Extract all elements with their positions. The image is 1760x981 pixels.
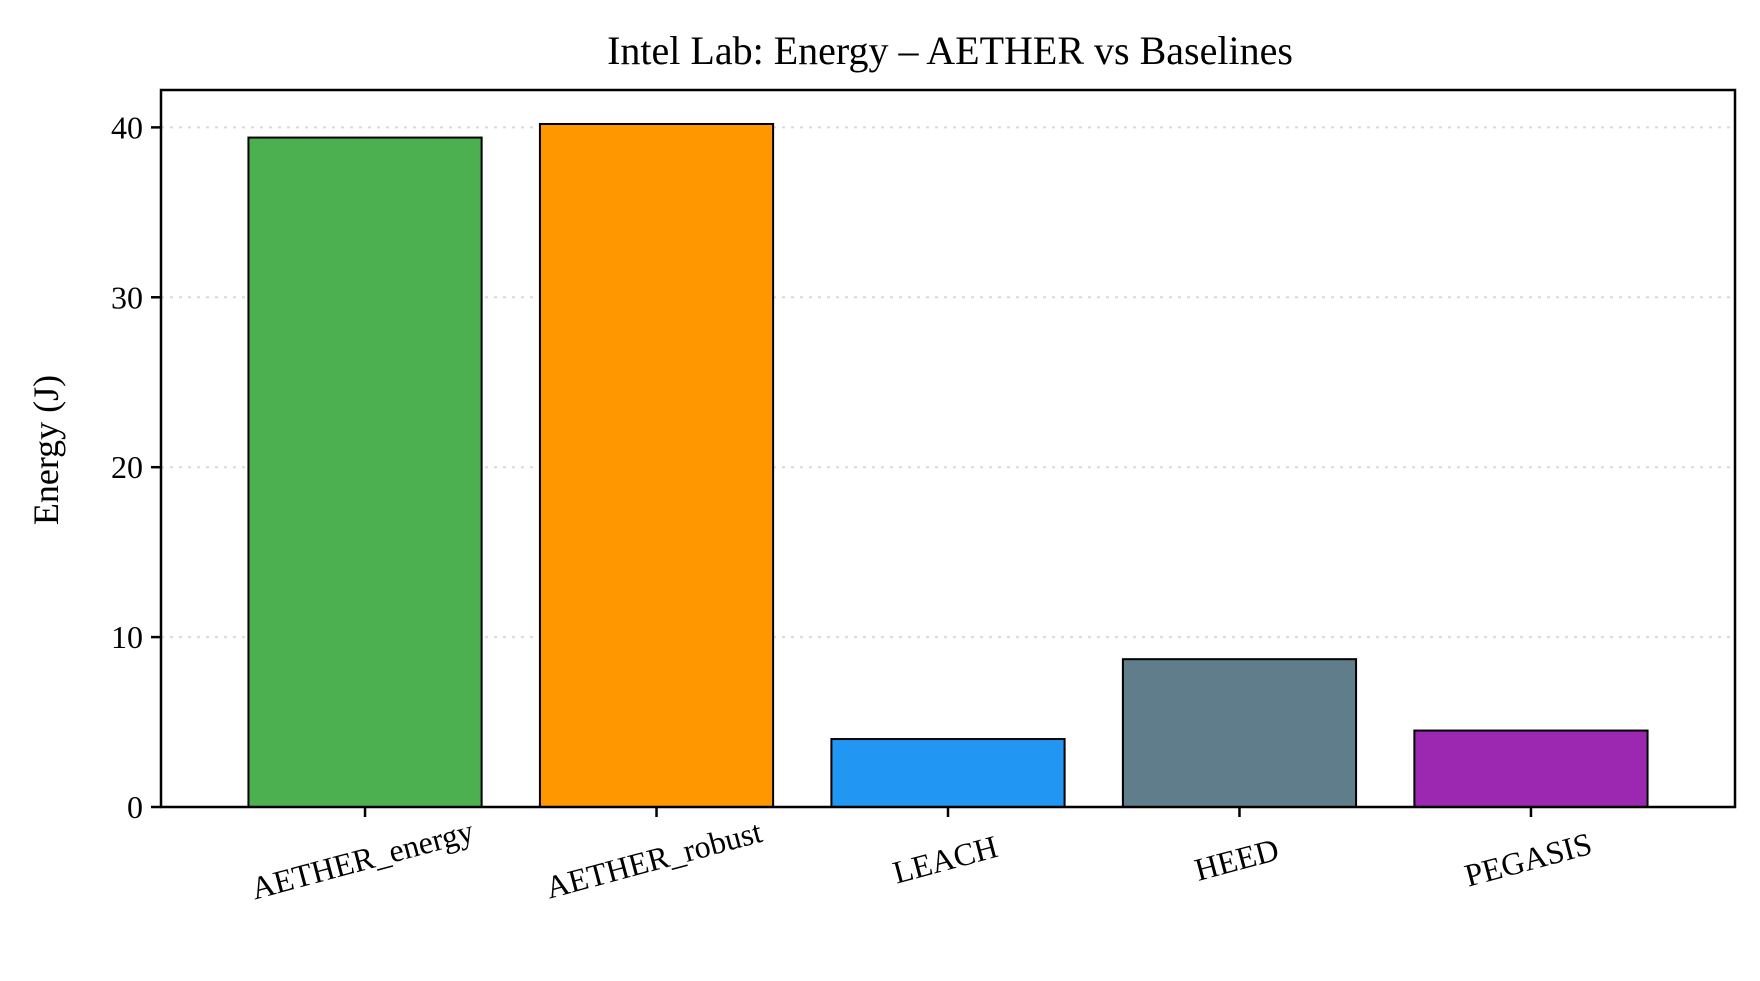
y-tick-label: 20 — [111, 449, 143, 485]
chart-title: Intel Lab: Energy – AETHER vs Baselines — [607, 28, 1293, 73]
x-tick-label: LEACH — [889, 828, 1001, 890]
bars — [247, 122, 1649, 809]
x-tick-label: PEGASIS — [1461, 825, 1596, 893]
y-tick-label: 0 — [127, 789, 143, 825]
y-tick-label: 10 — [111, 619, 143, 655]
y-tick-label: 30 — [111, 279, 143, 315]
x-tick-label: AETHER_robust — [542, 813, 766, 905]
x-tick-label: AETHER_energy — [247, 812, 477, 906]
y-axis-ticks: 0 10 20 30 40 — [111, 109, 161, 825]
bar-aether-robust — [538, 122, 775, 809]
x-axis-ticks: AETHER_energy AETHER_robust LEACH HEED PEGAS… — [247, 807, 1595, 906]
bar-heed — [1121, 658, 1358, 808]
x-tick-label: HEED — [1191, 831, 1283, 888]
plot-area-frame — [159, 88, 1737, 809]
y-axis-label: Energy (J) — [26, 375, 66, 525]
bar-aether-energy — [247, 136, 483, 808]
bar-pegasis — [1413, 729, 1649, 809]
bar-leach — [830, 738, 1066, 808]
y-tick-label: 40 — [111, 109, 143, 145]
